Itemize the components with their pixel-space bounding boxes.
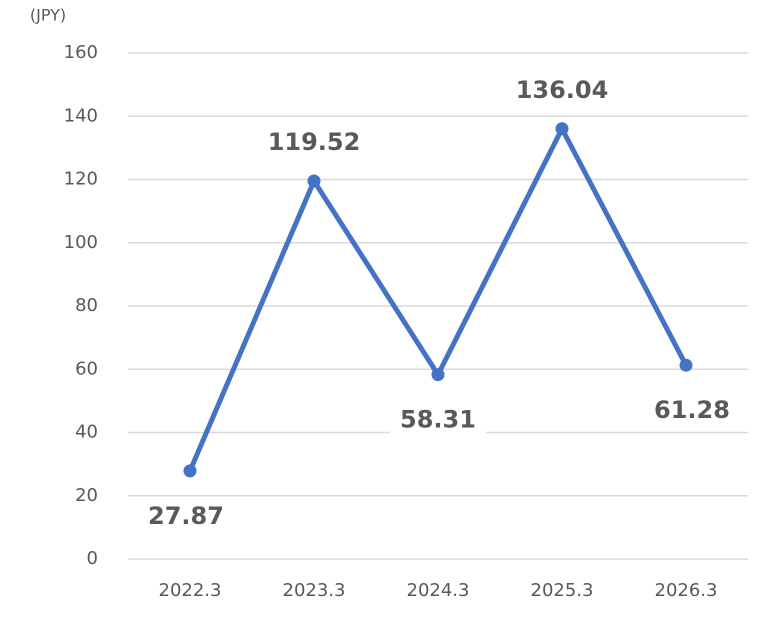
x-tick-label: 2026.3 bbox=[655, 580, 718, 601]
y-tick-label: 20 bbox=[75, 485, 98, 506]
y-tick-label: 80 bbox=[75, 295, 98, 316]
data-label: 58.31 bbox=[400, 406, 476, 434]
label-background bbox=[644, 395, 740, 428]
marker bbox=[431, 368, 445, 382]
y-tick-label: 120 bbox=[64, 169, 98, 190]
y-axis-label: (JPY) bbox=[30, 6, 66, 25]
y-tick-label: 140 bbox=[64, 105, 98, 126]
y-tick-label: 100 bbox=[64, 232, 98, 253]
data-label: 136.04 bbox=[516, 76, 609, 104]
data-label: 27.87 bbox=[148, 502, 224, 530]
label-background bbox=[266, 127, 362, 160]
marker bbox=[679, 358, 693, 372]
y-tick-label: 0 bbox=[87, 548, 98, 569]
marker bbox=[555, 122, 569, 136]
x-tick-label: 2022.3 bbox=[159, 580, 222, 601]
label-background bbox=[138, 500, 234, 533]
x-tick-label: 2024.3 bbox=[407, 580, 470, 601]
y-tick-label: 60 bbox=[75, 358, 98, 379]
y-tick-label: 160 bbox=[64, 42, 98, 63]
x-tick-label: 2023.3 bbox=[283, 580, 346, 601]
data-label: 119.52 bbox=[268, 128, 361, 156]
label-background bbox=[390, 404, 486, 437]
label-background bbox=[514, 74, 610, 107]
data-label: 61.28 bbox=[654, 396, 730, 424]
y-tick-label: 40 bbox=[75, 422, 98, 443]
marker bbox=[183, 464, 197, 478]
x-tick-label: 2025.3 bbox=[531, 580, 594, 601]
marker bbox=[307, 174, 321, 188]
